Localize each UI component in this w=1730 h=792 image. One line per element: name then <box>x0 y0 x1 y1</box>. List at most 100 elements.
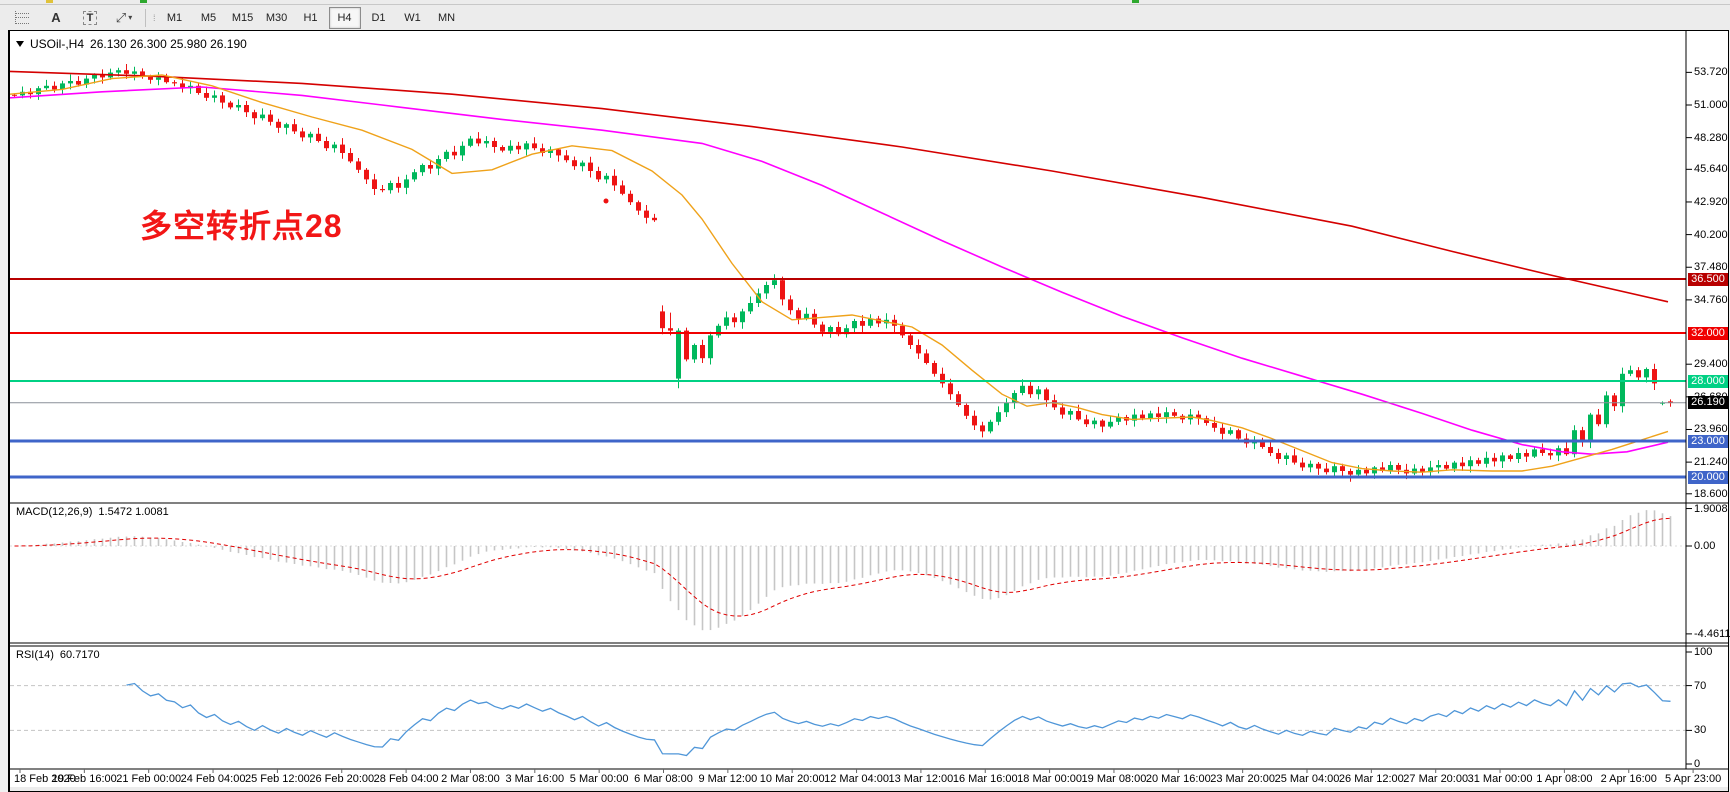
candle-body <box>1580 430 1585 443</box>
candle-body <box>740 311 745 323</box>
rsi-tick-label: 30 <box>1694 724 1707 737</box>
candle-body <box>492 141 497 147</box>
candle-body <box>1324 468 1329 473</box>
toolbar-drag-handle[interactable]: ⁞ <box>153 12 155 23</box>
candle-body <box>956 394 961 405</box>
candle-body <box>1604 395 1609 425</box>
candle-body <box>828 327 833 332</box>
candle-body <box>908 335 913 345</box>
ma-line-magenta <box>10 86 1669 456</box>
candle-body <box>12 94 17 96</box>
date-tick-label: 19 Mar 08:00 <box>1081 773 1147 785</box>
timeframe-button-m5[interactable]: M5 <box>200 11 217 24</box>
candle-body <box>1076 411 1081 420</box>
date-tick-label: 19 Feb 16:00 <box>51 773 117 785</box>
candle-body <box>1612 395 1617 407</box>
macd-indicator-name: MACD(12,26,9) <box>16 506 93 518</box>
candle-body <box>1588 414 1593 443</box>
candle-body <box>556 149 561 156</box>
timeframe-button-w1[interactable]: W1 <box>404 11 421 24</box>
candle-body <box>1164 412 1169 417</box>
candle-body <box>140 71 145 77</box>
candle-body <box>1644 369 1649 378</box>
timeframe-button-mn[interactable]: MN <box>437 11 456 24</box>
candle-body <box>1636 370 1641 378</box>
rsi-indicator-value: 60.7170 <box>59 649 100 661</box>
candle-body <box>1316 463 1321 469</box>
candle-body <box>980 425 985 432</box>
candle-body <box>1220 427 1225 434</box>
candle-body <box>284 124 289 128</box>
frame-group <box>10 31 1728 773</box>
candle-body <box>1196 414 1201 419</box>
candle-body <box>324 141 329 149</box>
candle-body <box>964 405 969 416</box>
candle-body <box>1412 468 1417 474</box>
text-box-button[interactable]: T <box>74 7 106 29</box>
candle-body <box>932 363 937 374</box>
date-tick-label: 6 Mar 08:00 <box>634 773 693 785</box>
timeframe-button-d1[interactable]: D1 <box>371 11 386 24</box>
candle-body <box>916 345 921 354</box>
price-tick-label: 34.760 <box>1694 293 1728 306</box>
date-tick-label: 27 Mar 20:00 <box>1403 773 1469 785</box>
candle-body <box>1460 462 1465 467</box>
date-tick-label: 24 Feb 04:00 <box>180 773 246 785</box>
text-label-button[interactable]: A <box>40 7 72 29</box>
level-lines-group <box>10 198 1686 479</box>
candle-body <box>1620 373 1625 407</box>
chart-annotation-text[interactable]: 多空转折点28 <box>140 208 343 244</box>
candle-body <box>852 321 857 329</box>
candle-body <box>1348 471 1353 475</box>
candle-body <box>468 138 473 146</box>
timeframe-button-m30[interactable]: M30 <box>265 11 288 24</box>
candle-body <box>540 148 545 153</box>
chevron-down-icon: ▾ <box>128 13 133 22</box>
candle-body <box>708 335 713 359</box>
candle-body <box>260 114 265 119</box>
candle-body <box>1060 407 1065 415</box>
macd-signal-line <box>14 517 1671 617</box>
candle-body <box>948 383 953 395</box>
candle-body <box>1332 466 1337 473</box>
candle-body <box>428 165 433 169</box>
candle-body <box>1564 448 1569 455</box>
candle-body <box>60 83 65 90</box>
candle-body <box>972 415 977 426</box>
candle-body <box>1092 420 1097 425</box>
timeframe-button-m15[interactable]: M15 <box>231 11 254 24</box>
candle-body <box>1012 393 1017 403</box>
price-tick-label: 45.640 <box>1694 163 1728 176</box>
date-tick-label: 2 Apr 16:00 <box>1600 773 1657 785</box>
candle-body <box>1036 389 1041 395</box>
candle-body <box>684 330 689 360</box>
candle-body <box>156 77 161 80</box>
candle-body <box>844 328 849 335</box>
candle-body <box>524 143 529 150</box>
symbol-dropdown-icon[interactable] <box>16 41 24 47</box>
candle-body <box>1212 423 1217 428</box>
candle-body <box>1372 467 1377 474</box>
candle-body <box>180 83 185 89</box>
timeframe-button-m1[interactable]: M1 <box>166 11 183 24</box>
chart-canvas[interactable] <box>10 31 1728 791</box>
candle-body <box>732 317 737 323</box>
candle-body <box>1628 370 1633 374</box>
candle-body <box>1476 460 1481 464</box>
arrange-tool-button[interactable]: ⤢ ▾ <box>108 7 140 29</box>
candle-body <box>364 169 369 180</box>
candle-body <box>1540 449 1545 453</box>
rsi-indicator-name: RSI(14) <box>16 649 54 661</box>
candle-body <box>1468 460 1473 467</box>
toolbar-sliver <box>0 0 1730 5</box>
date-tick-label: 5 Mar 00:00 <box>569 773 629 785</box>
timeframe-button-h1[interactable]: H1 <box>303 11 318 24</box>
chart-toolbar: A T ⤢ ▾ ⁞ M1 M5 M15 M30 H1 H4 D1 W1 MN <box>0 5 1730 30</box>
rsi-panel-label: RSI(14) 60.7170 <box>16 649 100 661</box>
timeframe-button-h4[interactable]: H4 <box>328 6 361 29</box>
date-tick-label: 18 Feb 2020 <box>14 773 76 785</box>
candle-body <box>788 299 793 311</box>
crosshair-tool-button[interactable] <box>6 7 38 29</box>
candle-body <box>772 280 777 285</box>
candle-body <box>836 327 841 335</box>
